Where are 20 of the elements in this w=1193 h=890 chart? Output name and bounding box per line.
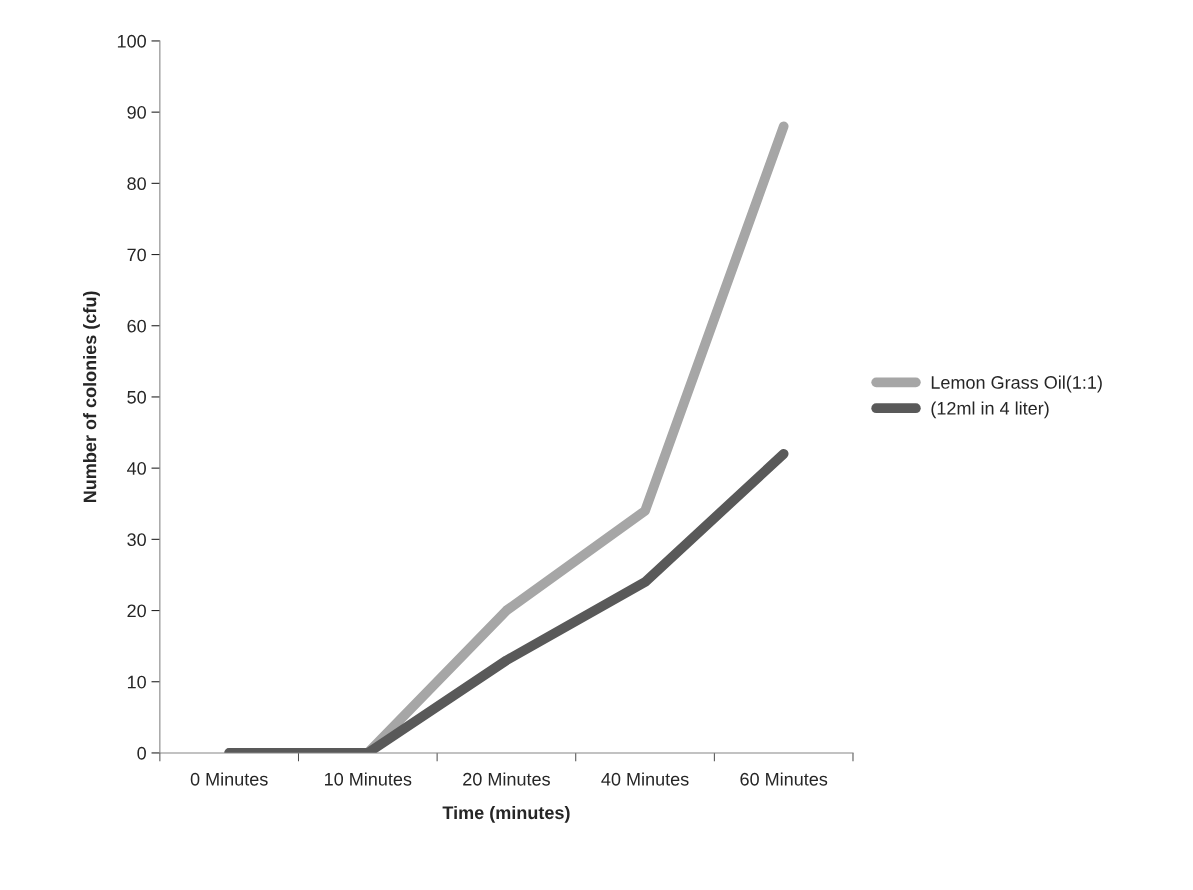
y-tick-label: 50	[127, 390, 146, 404]
y-tick-label: 60	[127, 319, 146, 333]
x-tick-label: 0 Minutes	[190, 772, 268, 786]
y-tick-label: 20	[127, 604, 146, 618]
x-tick-label: 10 Minutes	[325, 772, 412, 786]
y-tick-label: 80	[127, 177, 146, 191]
y-axis-title: Number of colonies (cfu)	[83, 291, 100, 503]
y-tick-label: 100	[117, 34, 146, 48]
legend-label: (12ml in 4 liter)	[931, 401, 1049, 419]
x-tick-label: 60 Minutes	[740, 772, 828, 786]
x-axis-title: Time (minutes)	[442, 805, 570, 823]
y-tick-label: 30	[127, 533, 146, 547]
y-tick-label: 10	[127, 675, 146, 689]
y-tick-label: 90	[127, 106, 146, 119]
y-tick-label: 70	[127, 248, 146, 262]
y-tick-label: 40	[127, 462, 146, 475]
x-tick-label: 40 Minutes	[601, 772, 689, 786]
y-tick-label: 0	[137, 746, 146, 760]
x-tick-label: 20 Minutes	[463, 772, 550, 786]
legend-label: Lemon Grass Oil(1:1)	[931, 375, 1102, 393]
